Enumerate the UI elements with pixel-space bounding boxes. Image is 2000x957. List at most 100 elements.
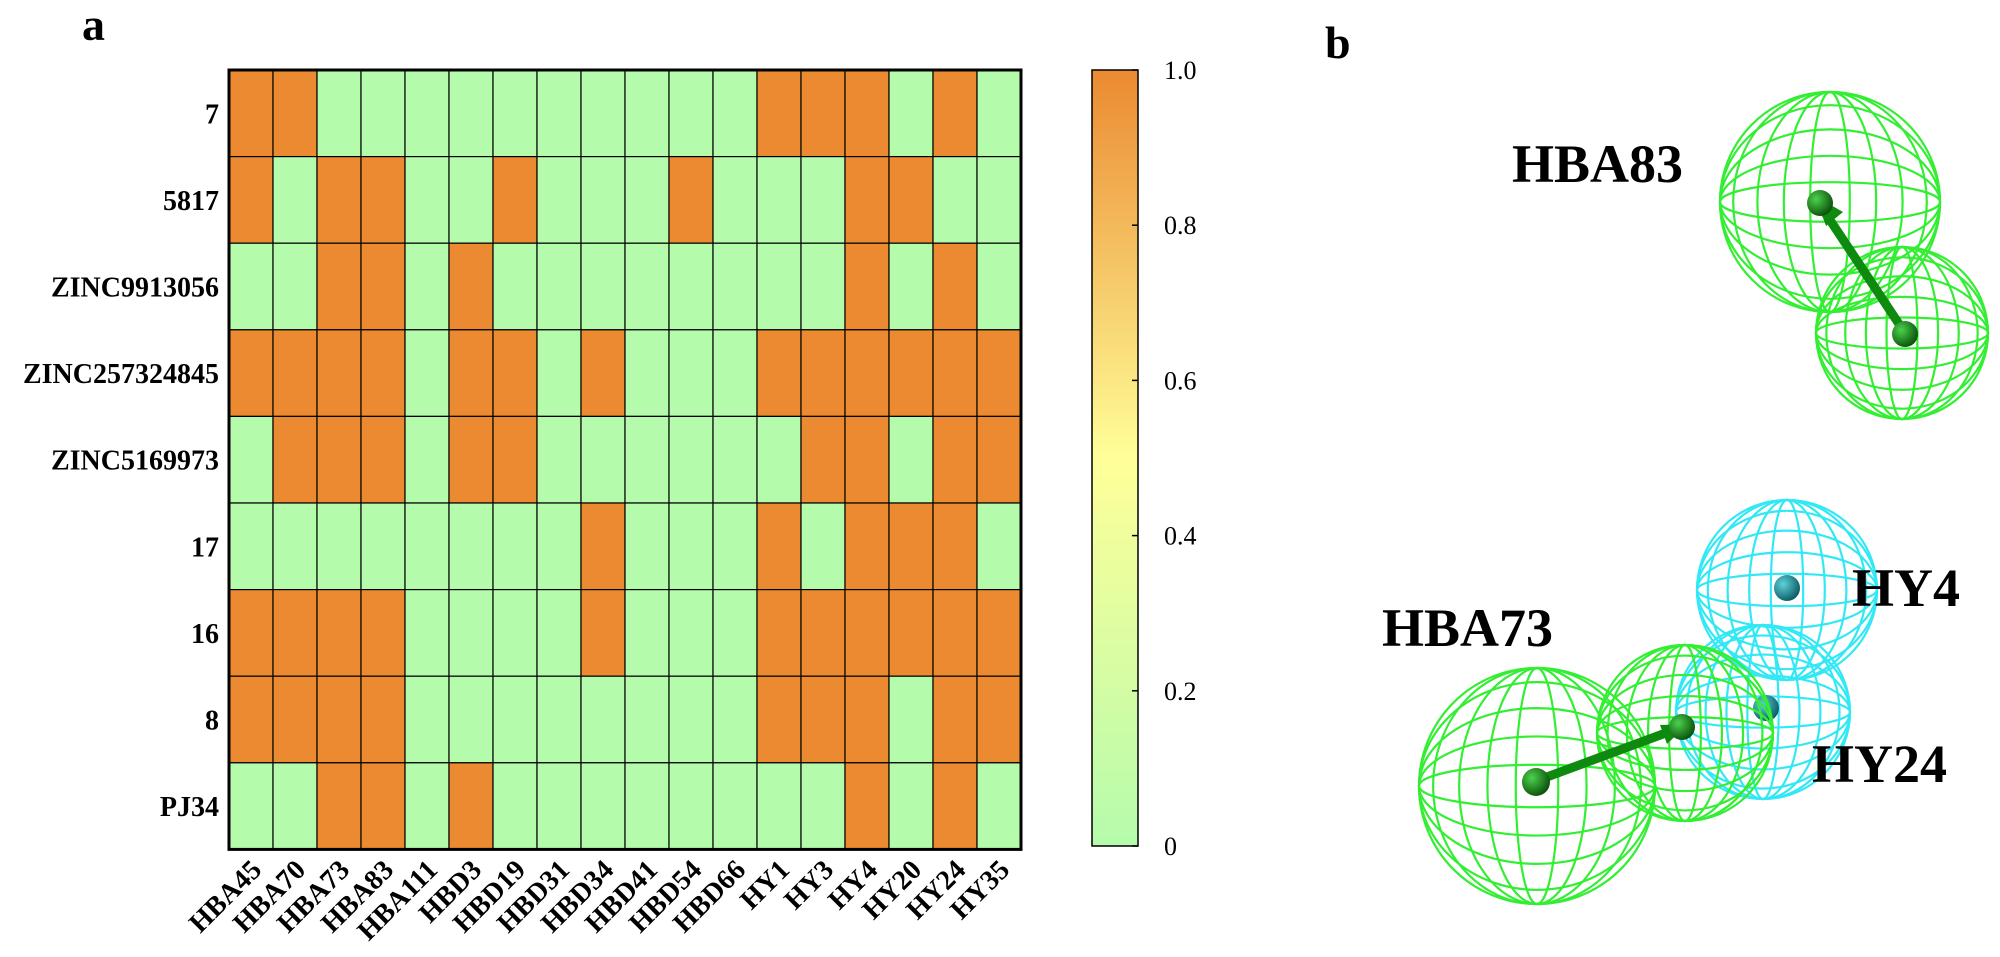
heatmap-cell bbox=[756, 329, 802, 417]
hba73-feature bbox=[1417, 643, 1775, 906]
heatmap-cell bbox=[492, 588, 538, 677]
heatmap-cell bbox=[492, 762, 538, 850]
heatmap-cell bbox=[668, 415, 714, 504]
heatmap-cell bbox=[624, 588, 670, 677]
heatmap-cell bbox=[712, 588, 758, 677]
heatmap-cell bbox=[712, 415, 758, 504]
heatmap-cell bbox=[712, 329, 758, 417]
heatmap-cell bbox=[272, 762, 318, 850]
heatmap-cell bbox=[360, 415, 406, 504]
heatmap-cell bbox=[492, 502, 538, 591]
heatmap-cell bbox=[844, 69, 890, 158]
heatmap-cell bbox=[272, 415, 318, 504]
heatmap-cell bbox=[580, 242, 626, 331]
heatmap-cell bbox=[448, 588, 494, 677]
heatmap-cell bbox=[316, 156, 362, 244]
heatmap-cell bbox=[536, 588, 582, 677]
heatmap-cell bbox=[228, 502, 274, 591]
heatmap-cell bbox=[756, 502, 802, 591]
heatmap-cell bbox=[844, 675, 890, 764]
heatmap-cell bbox=[932, 588, 978, 677]
hy4-label: HY4 bbox=[1852, 558, 1960, 618]
heatmap-cell bbox=[668, 762, 714, 850]
heatmap-cell bbox=[844, 156, 890, 244]
colorbar-tick-label: 0.2 bbox=[1164, 677, 1197, 706]
heatmap-cell bbox=[932, 156, 978, 244]
heatmap-cell bbox=[624, 242, 670, 331]
heatmap-cell bbox=[580, 588, 626, 677]
heatmap-cell bbox=[228, 762, 274, 850]
mesh-sphere bbox=[1595, 643, 1775, 823]
row-label: ZINC5169973 bbox=[51, 446, 219, 477]
hba73-vector bbox=[1534, 722, 1684, 786]
row-label: 7 bbox=[205, 99, 219, 130]
heatmap-cell bbox=[448, 415, 494, 504]
heatmap-cell bbox=[536, 156, 582, 244]
heatmap-cell bbox=[712, 675, 758, 764]
heatmap-cell bbox=[800, 588, 846, 677]
column-labels: HBA45HBA70HBA73HBA83HBA111HBD3HBD19HBD31… bbox=[183, 854, 1016, 946]
heatmap-cell bbox=[536, 329, 582, 417]
heatmap-cell bbox=[404, 242, 450, 331]
heatmap-cell bbox=[668, 502, 714, 591]
heatmap-cell bbox=[624, 762, 670, 850]
heatmap-cell bbox=[580, 329, 626, 417]
heatmap-cell bbox=[624, 415, 670, 504]
heatmap-cell bbox=[536, 675, 582, 764]
hba73-label: HBA73 bbox=[1382, 598, 1553, 658]
heatmap-cell bbox=[668, 588, 714, 677]
heatmap-cell bbox=[492, 156, 538, 244]
heatmap-cell bbox=[624, 502, 670, 591]
heatmap-cell bbox=[624, 156, 670, 244]
heatmap-cell bbox=[624, 329, 670, 417]
heatmap-cell bbox=[976, 69, 1022, 158]
hy4-feature bbox=[1695, 498, 1879, 682]
heatmap-cell bbox=[976, 502, 1022, 591]
heatmap-cell bbox=[448, 502, 494, 591]
heatmap-cell bbox=[448, 675, 494, 764]
heatmap-cell bbox=[316, 502, 362, 591]
mesh-sphere bbox=[1695, 498, 1879, 682]
heatmap-cell bbox=[536, 415, 582, 504]
row-label: 5817 bbox=[163, 186, 219, 217]
heatmap-cell bbox=[448, 329, 494, 417]
hy4-center bbox=[1774, 575, 1800, 601]
heatmap-cell bbox=[976, 675, 1022, 764]
panel-a-letter: a bbox=[82, 0, 105, 50]
heatmap-cell bbox=[404, 415, 450, 504]
row-label: ZINC9913056 bbox=[51, 273, 219, 304]
heatmap-cell bbox=[316, 69, 362, 158]
heatmap-cell bbox=[800, 762, 846, 850]
heatmap-cell bbox=[228, 415, 274, 504]
heatmap-cell bbox=[624, 69, 670, 158]
heatmap-cell bbox=[316, 242, 362, 331]
heatmap-cell bbox=[888, 415, 934, 504]
heatmap-cell bbox=[888, 502, 934, 591]
heatmap-cell bbox=[756, 415, 802, 504]
heatmap-cell bbox=[800, 69, 846, 158]
mesh-sphere bbox=[1814, 245, 1990, 421]
heatmap-cell bbox=[756, 156, 802, 244]
colorbar bbox=[1091, 69, 1139, 847]
heatmap-cell bbox=[492, 242, 538, 331]
row-label: 17 bbox=[191, 532, 219, 563]
heatmap-cell bbox=[536, 762, 582, 850]
heatmap-cell bbox=[448, 762, 494, 850]
heatmap-cell bbox=[844, 415, 890, 504]
heatmap-cell bbox=[580, 415, 626, 504]
heatmap-cell bbox=[580, 675, 626, 764]
heatmap-cell bbox=[272, 502, 318, 591]
heatmap-cell bbox=[448, 242, 494, 331]
colorbar-ticks: 0 0.2 0.4 0.6 0.8 1.0 bbox=[1132, 56, 1197, 861]
row-labels: 7 5817 ZINC9913056 ZINC257324845 ZINC5169973… bbox=[23, 99, 219, 823]
heatmap-cell bbox=[932, 329, 978, 417]
heatmap-cell bbox=[316, 588, 362, 677]
heatmap-cell bbox=[404, 502, 450, 591]
heatmap-cell bbox=[448, 156, 494, 244]
colorbar-tick-label: 0.4 bbox=[1164, 522, 1197, 551]
heatmap-cell bbox=[976, 588, 1022, 677]
heatmap-cell bbox=[580, 762, 626, 850]
heatmap-cell bbox=[800, 329, 846, 417]
heatmap-cell bbox=[228, 69, 274, 158]
